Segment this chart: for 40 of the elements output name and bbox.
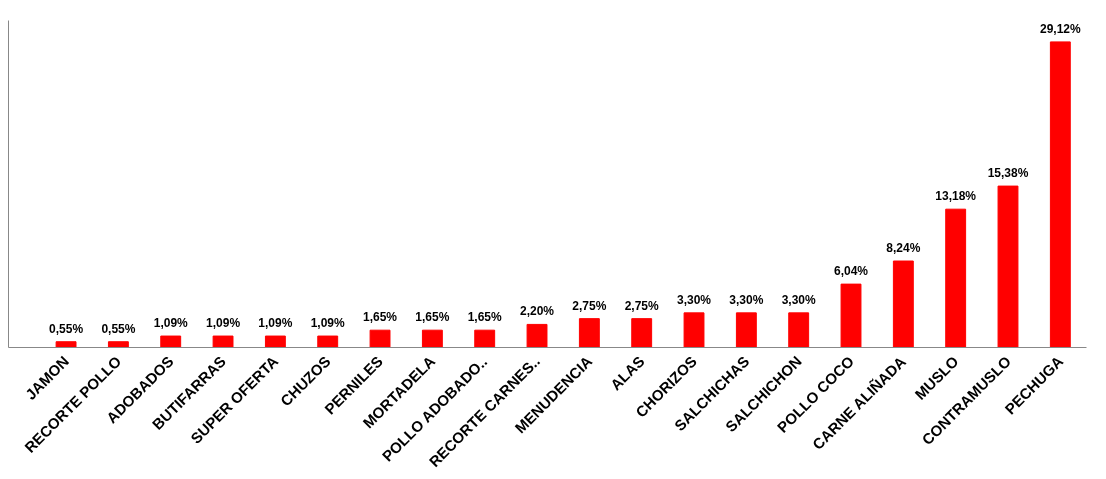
bar [735, 312, 757, 348]
data-label: 2,75% [624, 298, 660, 313]
bar [840, 283, 862, 348]
bar [55, 341, 77, 348]
data-label: 0,55% [101, 321, 136, 336]
data-label: 1,09% [206, 316, 241, 331]
bar [160, 335, 182, 348]
data-label: 1,65% [415, 310, 450, 325]
bar [474, 329, 496, 348]
bar [317, 335, 339, 348]
bar [526, 323, 548, 348]
data-label: 2,75% [572, 298, 607, 313]
bar [788, 312, 810, 348]
data-label: 1,09% [153, 316, 189, 331]
data-label: 29,12% [1039, 21, 1082, 36]
data-label: 1,65% [363, 310, 398, 325]
bar [892, 260, 914, 348]
bar [212, 335, 234, 348]
bar [421, 329, 443, 348]
data-label: 6,04% [834, 264, 869, 279]
bar [945, 208, 967, 348]
data-label: 13,18% [935, 189, 977, 204]
data-label: 1,65% [467, 310, 503, 325]
bar [631, 318, 653, 348]
bar [369, 329, 391, 348]
data-label: 3,30% [781, 292, 817, 307]
data-label: 1,09% [258, 316, 293, 331]
bar [683, 312, 705, 348]
data-label: 2,20% [520, 304, 555, 319]
data-label: 15,38% [987, 166, 1029, 181]
bar [1049, 41, 1071, 348]
data-label: 3,30% [729, 292, 764, 307]
bar [997, 185, 1019, 348]
data-label: 0,55% [49, 321, 84, 336]
bar [264, 335, 286, 348]
data-label: 8,24% [886, 241, 921, 256]
data-label: 1,09% [310, 316, 346, 331]
bar [107, 341, 129, 348]
data-label: 3,30% [677, 292, 712, 307]
bar [578, 318, 600, 348]
